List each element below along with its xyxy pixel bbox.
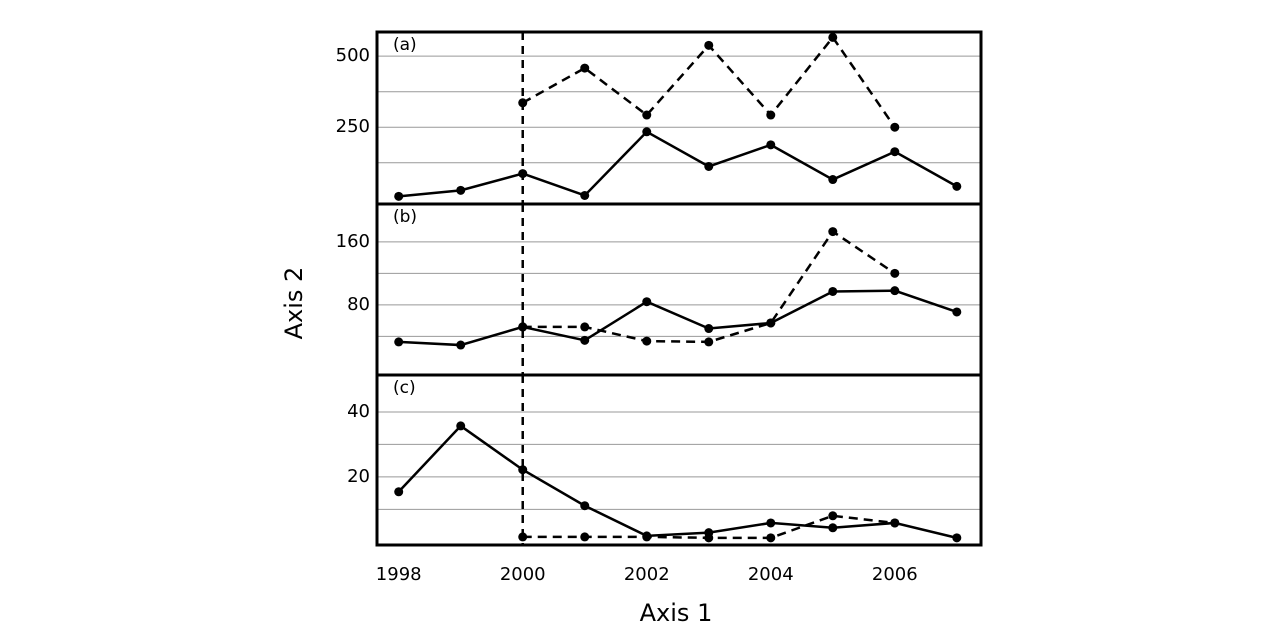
y-tick-label: 250 — [336, 116, 370, 137]
series-line — [522, 35, 896, 128]
panel-label: (a) — [393, 35, 417, 55]
data-point — [642, 110, 652, 120]
x-tick-label: 2006 — [872, 564, 918, 585]
data-point — [518, 98, 528, 108]
y-axis-label: Axis 2 — [280, 267, 308, 340]
y-tick-label: 160 — [336, 231, 370, 252]
data-point — [828, 175, 838, 185]
x-tick-label: 2004 — [748, 564, 794, 585]
data-point — [518, 169, 528, 179]
data-point — [580, 322, 590, 332]
data-point — [766, 110, 776, 120]
data-point — [580, 63, 590, 73]
data-point — [518, 465, 528, 475]
data-point — [518, 532, 528, 542]
data-point — [704, 161, 714, 171]
data-point — [766, 533, 776, 543]
x-axis-label: Axis 1 — [640, 599, 713, 627]
data-point — [704, 533, 714, 543]
data-point — [394, 337, 404, 347]
data-point — [952, 533, 962, 543]
data-point — [766, 318, 776, 328]
data-point — [642, 297, 652, 307]
data-point — [828, 227, 838, 237]
data-point — [580, 335, 590, 345]
data-point — [890, 518, 900, 528]
data-point — [394, 191, 404, 201]
series-line — [397, 424, 958, 540]
data-point — [828, 523, 838, 533]
data-point — [828, 286, 838, 296]
data-point — [890, 122, 900, 132]
data-point — [704, 324, 714, 334]
data-point — [828, 32, 838, 42]
x-tick-label: 1998 — [376, 564, 422, 585]
y-tick-label: 80 — [347, 294, 370, 315]
data-point — [642, 127, 652, 137]
y-tick-label: 20 — [347, 466, 370, 487]
data-point — [952, 181, 962, 191]
data-point — [890, 286, 900, 296]
panel-label: (b) — [393, 207, 417, 227]
series-line — [398, 130, 958, 198]
data-point — [580, 532, 590, 542]
data-point — [704, 337, 714, 347]
data-point — [518, 322, 528, 332]
x-tick-label: 2002 — [624, 564, 670, 585]
data-point — [580, 190, 590, 200]
panel-label: (c) — [393, 378, 416, 398]
data-point — [642, 532, 652, 542]
series-line — [398, 289, 958, 347]
data-point — [580, 501, 590, 511]
data-point — [394, 487, 404, 497]
data-point — [952, 307, 962, 317]
y-tick-label: 40 — [347, 401, 370, 422]
data-point — [456, 421, 466, 431]
data-point — [766, 140, 776, 150]
data-point — [766, 518, 776, 528]
y-tick-label: 500 — [336, 45, 370, 66]
data-point — [828, 511, 838, 521]
data-point — [890, 268, 900, 278]
panel-frame — [375, 30, 983, 206]
data-point — [456, 340, 466, 350]
data-point — [890, 147, 900, 157]
data-point — [704, 40, 714, 50]
x-tick-label: 2000 — [500, 564, 546, 585]
data-point — [456, 185, 466, 195]
panel-frame — [375, 373, 983, 547]
data-point — [642, 336, 652, 346]
